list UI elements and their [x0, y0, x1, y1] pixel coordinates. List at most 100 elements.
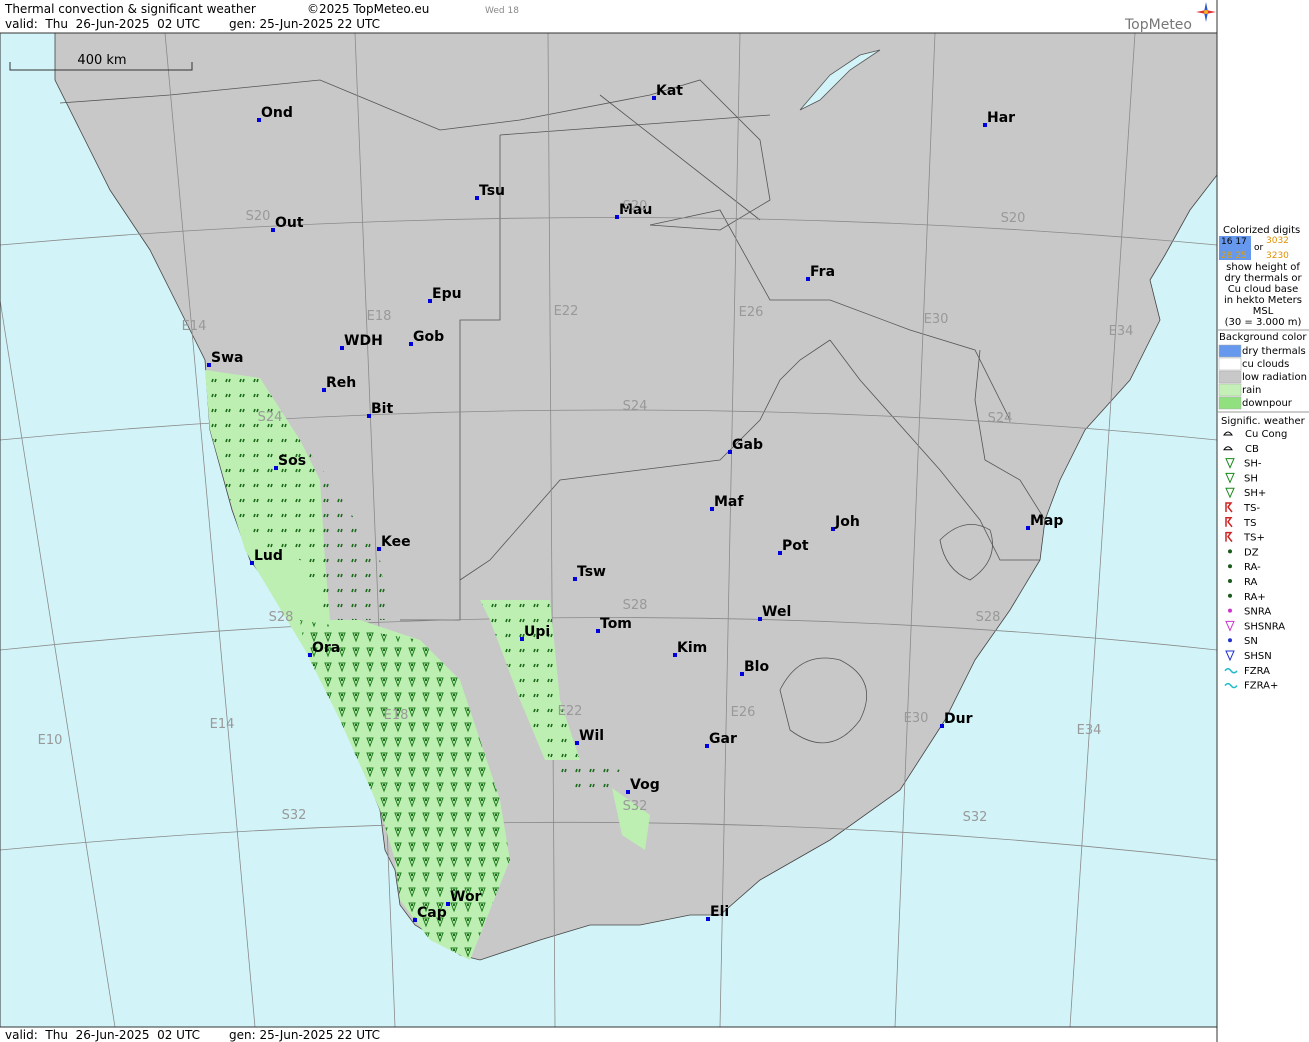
city-label: Swa	[211, 350, 243, 366]
legend-icon	[1225, 458, 1235, 469]
city-dot	[652, 96, 656, 100]
city-dot	[615, 215, 619, 219]
graticule-labels: S20 S20 S20 E14 E18 E22 E26 E30 E34 S24 S24 S24 S28 S…	[38, 199, 1134, 825]
legend-label: SN	[1244, 636, 1258, 647]
legend-label: SH-	[1244, 459, 1262, 470]
city-dot	[250, 561, 254, 565]
graticule-label: E30	[924, 312, 949, 327]
legend: Colorized digits 16 17 or 3032 28 25 323…	[1218, 225, 1309, 692]
city-label: Pot	[782, 538, 809, 554]
city-dot	[322, 388, 326, 392]
city-dot	[983, 123, 987, 127]
legend-text: dry thermals or	[1224, 273, 1302, 284]
city-dot	[705, 744, 709, 748]
legend-text: MSL	[1253, 306, 1274, 317]
city-dot	[520, 637, 524, 641]
city-label: Epu	[432, 286, 462, 302]
city-label: Blo	[744, 659, 769, 675]
legend-icon	[1225, 502, 1233, 513]
city-label: Wor	[450, 889, 482, 905]
graticule-label: S32	[282, 808, 307, 823]
city-label: Out	[275, 215, 304, 231]
legend-text: Cu cloud base	[1228, 284, 1299, 295]
legend-sample: 16 17	[1221, 237, 1247, 247]
graticule-label: E18	[384, 708, 409, 723]
graticule-label: S28	[269, 610, 294, 625]
city-label: Cap	[417, 905, 447, 921]
legend-icon	[1228, 564, 1232, 569]
legend-swatch	[1218, 370, 1242, 384]
city-dot	[308, 653, 312, 657]
city-dot	[758, 617, 762, 621]
city-dot	[573, 577, 577, 581]
gen-time: gen: 25-Jun-2025 22 UTC	[229, 17, 380, 31]
legend-label: rain	[1242, 385, 1261, 396]
city-label: Kim	[677, 640, 707, 656]
footer-gen: gen: 25-Jun-2025 22 UTC	[229, 1028, 380, 1042]
legend-icon	[1225, 531, 1233, 543]
city-dot	[446, 902, 450, 906]
city-label: Gab	[732, 437, 763, 453]
legend-icon	[1228, 638, 1232, 643]
city-dot	[271, 228, 275, 232]
day-label: Wed 18	[485, 6, 519, 16]
city-label: Gob	[413, 329, 444, 345]
city-label: Sos	[278, 453, 306, 469]
legend-label: dry thermals	[1242, 346, 1306, 357]
legend-label: RA	[1244, 577, 1258, 588]
legend-icon	[1223, 431, 1233, 436]
legend-text: (30 = 3.000 m)	[1225, 317, 1302, 328]
legend-icon	[1225, 517, 1233, 528]
copyright: ©2025 TopMeteo.eu	[307, 2, 429, 16]
legend-icon	[1225, 472, 1235, 484]
city-dot	[207, 363, 211, 367]
graticule-label: S24	[988, 411, 1013, 426]
legend-icon	[1225, 487, 1235, 499]
brand-logo	[1196, 2, 1216, 22]
city-dot	[1026, 526, 1030, 530]
city-label: Tsw	[577, 564, 606, 580]
graticule-label: S32	[963, 810, 988, 825]
graticule-label: E26	[731, 705, 756, 720]
graticule-label: S32	[623, 799, 648, 814]
footer: valid: Thu 26-Jun-2025 02 UTC gen: 25-Ju…	[5, 1028, 380, 1042]
legend-text: show height of	[1226, 262, 1300, 273]
graticule-label: E30	[904, 711, 929, 726]
legend-label: cu clouds	[1242, 359, 1289, 370]
legend-label: SHSNRA	[1244, 621, 1285, 632]
legend-label: CB	[1245, 444, 1259, 455]
city-dot	[413, 918, 417, 922]
city-dot	[740, 672, 744, 676]
valid-time: valid: Thu 26-Jun-2025 02 UTC	[5, 17, 200, 31]
footer-valid: valid: Thu 26-Jun-2025 02 UTC	[5, 1028, 200, 1042]
legend-icon	[1224, 668, 1238, 674]
legend-label: SH	[1244, 473, 1258, 484]
city-label: Tom	[600, 616, 632, 632]
graticule-label: S28	[623, 598, 648, 613]
scale-label: 400 km	[77, 53, 126, 68]
graticule	[0, 33, 1217, 1027]
city-dot	[940, 724, 944, 728]
legend-icon	[1228, 608, 1232, 613]
legend-label: SHSN	[1244, 651, 1272, 662]
header: Thermal convection & significant weather…	[4, 2, 1216, 33]
graticule-label: S20	[623, 199, 648, 214]
graticule-label: S20	[246, 209, 271, 224]
city-dot	[475, 196, 479, 200]
graticule-label: S24	[623, 399, 648, 414]
city-label: Vog	[630, 777, 660, 793]
city-label: Lud	[254, 548, 283, 564]
city-dot	[806, 277, 810, 281]
city-dot	[728, 450, 732, 454]
city-label: WDH	[344, 333, 383, 349]
city-dot	[626, 790, 630, 794]
graticule-label: E26	[739, 305, 764, 320]
city-dot	[831, 527, 835, 531]
city-label: Fra	[810, 264, 835, 280]
legend-label: RA+	[1244, 592, 1266, 603]
legend-sample: 3230	[1266, 251, 1289, 261]
city-label: Bit	[371, 401, 393, 417]
city-label: Tsu	[479, 183, 505, 199]
city-label: Map	[1030, 513, 1063, 529]
